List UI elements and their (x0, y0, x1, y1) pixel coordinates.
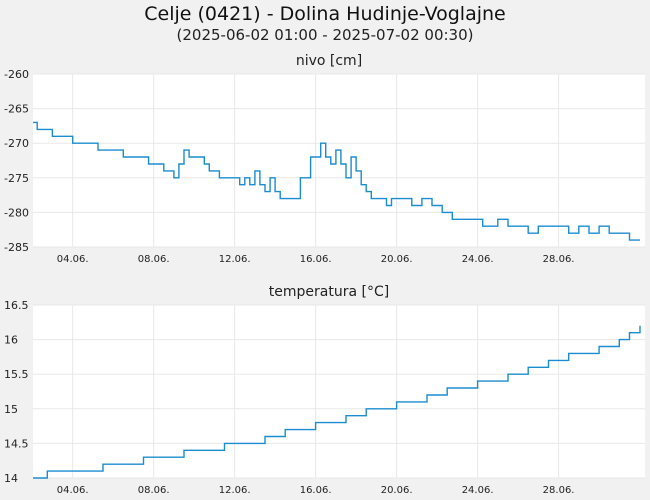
x-tick-label: 04.06. (57, 485, 89, 496)
y-tick-label: 15.5 (4, 368, 29, 381)
y-tick-label: -270 (4, 137, 29, 150)
x-tick-label: 16.06. (300, 485, 332, 496)
y-tick-label: 14.5 (4, 437, 29, 450)
y-tick-label: 15 (4, 403, 18, 416)
x-tick-label: 20.06. (381, 254, 413, 265)
y-tick-label: -260 (4, 68, 29, 81)
y-tick-label: 16.5 (4, 299, 29, 312)
y-tick-label: -265 (4, 103, 29, 116)
page-subtitle: (2025-06-02 01:00 - 2025-07-02 00:30) (176, 26, 474, 44)
x-tick-label: 28.06. (543, 485, 575, 496)
x-tick-label: 24.06. (462, 254, 494, 265)
x-tick-label: 12.06. (219, 254, 251, 265)
y-tick-label: -275 (4, 172, 29, 185)
y-tick-label: -280 (4, 206, 29, 219)
series-line (33, 121, 640, 241)
x-tick-label: 28.06. (543, 254, 575, 265)
x-tick-label: 12.06. (219, 485, 251, 496)
series-line (33, 325, 641, 479)
plot-background (33, 74, 645, 247)
y-tick-label: 14 (4, 472, 18, 485)
x-tick-label: 04.06. (57, 254, 89, 265)
y-tick-label: 16 (4, 334, 18, 347)
x-tick-label: 24.06. (462, 485, 494, 496)
chart-title: nivo [cm] (296, 53, 362, 69)
x-tick-label: 20.06. (381, 485, 413, 496)
page-title: Celje (0421) - Dolina Hudinje-Voglajne (144, 3, 506, 25)
x-tick-label: 16.06. (300, 254, 332, 265)
plot-background (33, 305, 645, 478)
x-tick-label: 08.06. (138, 254, 170, 265)
x-tick-label: 08.06. (138, 485, 170, 496)
chart-title: temperatura [°C] (269, 284, 389, 300)
y-tick-label: -285 (4, 241, 29, 254)
